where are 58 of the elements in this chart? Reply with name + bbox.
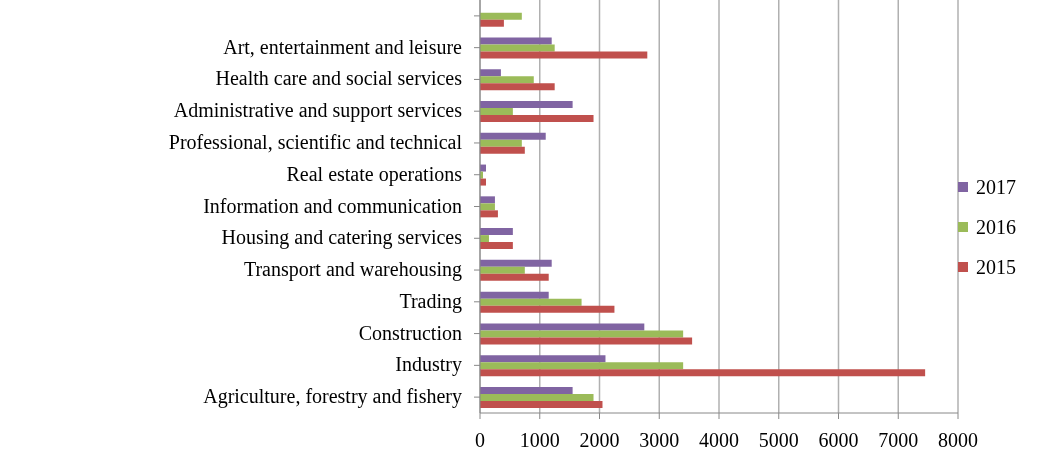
bar (480, 44, 555, 52)
y-tick-label: Agriculture, forestry and fishery (203, 385, 462, 409)
bar (480, 337, 693, 345)
bar (480, 101, 573, 109)
bar (480, 108, 513, 116)
bar (480, 355, 606, 363)
legend-label: 2016 (976, 215, 1016, 240)
y-tick-label: Art, entertainment and leisure (223, 35, 463, 58)
bar (480, 362, 684, 370)
bar (480, 259, 552, 267)
y-tick-label: Professional, scientific and technical (168, 130, 463, 153)
x-tick-label: 4000 (699, 429, 739, 452)
bar (480, 115, 594, 123)
bar (480, 210, 498, 218)
x-tick-label: 8000 (938, 429, 978, 452)
bar (480, 393, 594, 401)
y-tick-label: Industry (395, 353, 462, 377)
legend-label: 2015 (976, 255, 1016, 280)
bar (480, 228, 513, 236)
x-tick-label: 1000 (519, 429, 560, 452)
bar (480, 242, 513, 250)
bar (480, 323, 645, 331)
y-tick-label: Administrative and support services (173, 99, 463, 123)
x-tick-label: 5000 (758, 429, 799, 452)
bar (480, 37, 552, 45)
x-tick-label: 6000 (818, 429, 859, 452)
bar (480, 139, 522, 147)
bar (480, 51, 648, 59)
bar (480, 266, 525, 274)
x-tick-label: 3000 (639, 429, 680, 452)
bar (480, 69, 501, 77)
bar (480, 203, 495, 211)
bar (480, 330, 684, 338)
x-tick-label: 0 (475, 429, 485, 452)
bar (480, 76, 534, 84)
bar (480, 146, 525, 154)
x-tick-label: 7000 (878, 429, 919, 452)
bar (480, 273, 549, 281)
bar (480, 369, 926, 377)
y-tick-label: Information and communication (203, 194, 462, 217)
bar (480, 386, 573, 394)
y-tick-label: Housing and catering services (221, 226, 463, 250)
y-tick-label: Construction (358, 321, 462, 344)
bar (480, 291, 549, 299)
y-tick-label: Real estate operations (286, 162, 463, 186)
y-tick-label: Health care and social services (215, 67, 463, 90)
bar (480, 400, 603, 408)
x-tick-label: 2000 (579, 429, 620, 452)
legend-label: 2017 (976, 175, 1016, 200)
bar (480, 83, 555, 91)
bar (480, 12, 522, 20)
bar (480, 298, 582, 306)
y-tick-label: Transport and warehousing (243, 258, 462, 282)
bar (480, 132, 546, 140)
bar (480, 19, 504, 27)
bar (480, 196, 495, 204)
bar (480, 305, 615, 313)
y-tick-label: Trading (399, 289, 462, 313)
